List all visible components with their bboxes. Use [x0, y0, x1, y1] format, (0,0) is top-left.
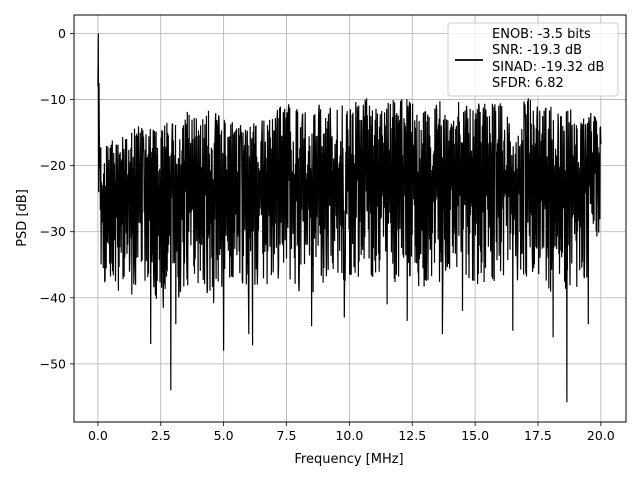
legend-entry-snr: SNR: -19.3 dB [492, 43, 582, 58]
x-axis-ticks: 0.0 2.5 5.0 7.5 10.0 12.5 15.0 17.5 20.0 [88, 422, 615, 443]
legend-box [447, 22, 619, 97]
x-tick-label: 0.0 [88, 428, 108, 443]
y-tick-label: 0 [58, 26, 66, 41]
legend-entry-sfdr: SFDR: 6.82 [492, 76, 564, 91]
x-tick-label: 7.5 [277, 428, 297, 443]
x-tick-label: 5.0 [214, 428, 234, 443]
legend-entry-sinad: SINAD: -19.32 dB [492, 60, 604, 75]
x-tick-label: 20.0 [587, 428, 615, 443]
y-tick-label: −50 [40, 356, 66, 371]
x-tick-label: 15.0 [461, 428, 489, 443]
x-axis-label: Frequency [MHz] [294, 452, 403, 467]
legend: ENOB: -3.5 bits SNR: -19.3 dB SINAD: -19… [447, 22, 619, 97]
x-tick-label: 12.5 [398, 428, 426, 443]
x-tick-label: 17.5 [524, 428, 552, 443]
y-axis-label: PSD [dB] [15, 189, 30, 247]
legend-entry-enob: ENOB: -3.5 bits [492, 27, 591, 42]
plot-frame [73, 14, 627, 423]
y-tick-label: −10 [40, 92, 66, 107]
y-tick-label: −30 [40, 224, 66, 239]
psd-line [97, 33, 602, 403]
y-axis-ticks: 0 −10 −20 −30 −40 −50 [40, 26, 74, 371]
y-tick-label: −20 [40, 158, 66, 173]
x-tick-label: 10.0 [335, 428, 363, 443]
y-tick-label: −40 [40, 290, 66, 305]
x-tick-label: 2.5 [151, 428, 171, 443]
psd-series [97, 33, 602, 403]
